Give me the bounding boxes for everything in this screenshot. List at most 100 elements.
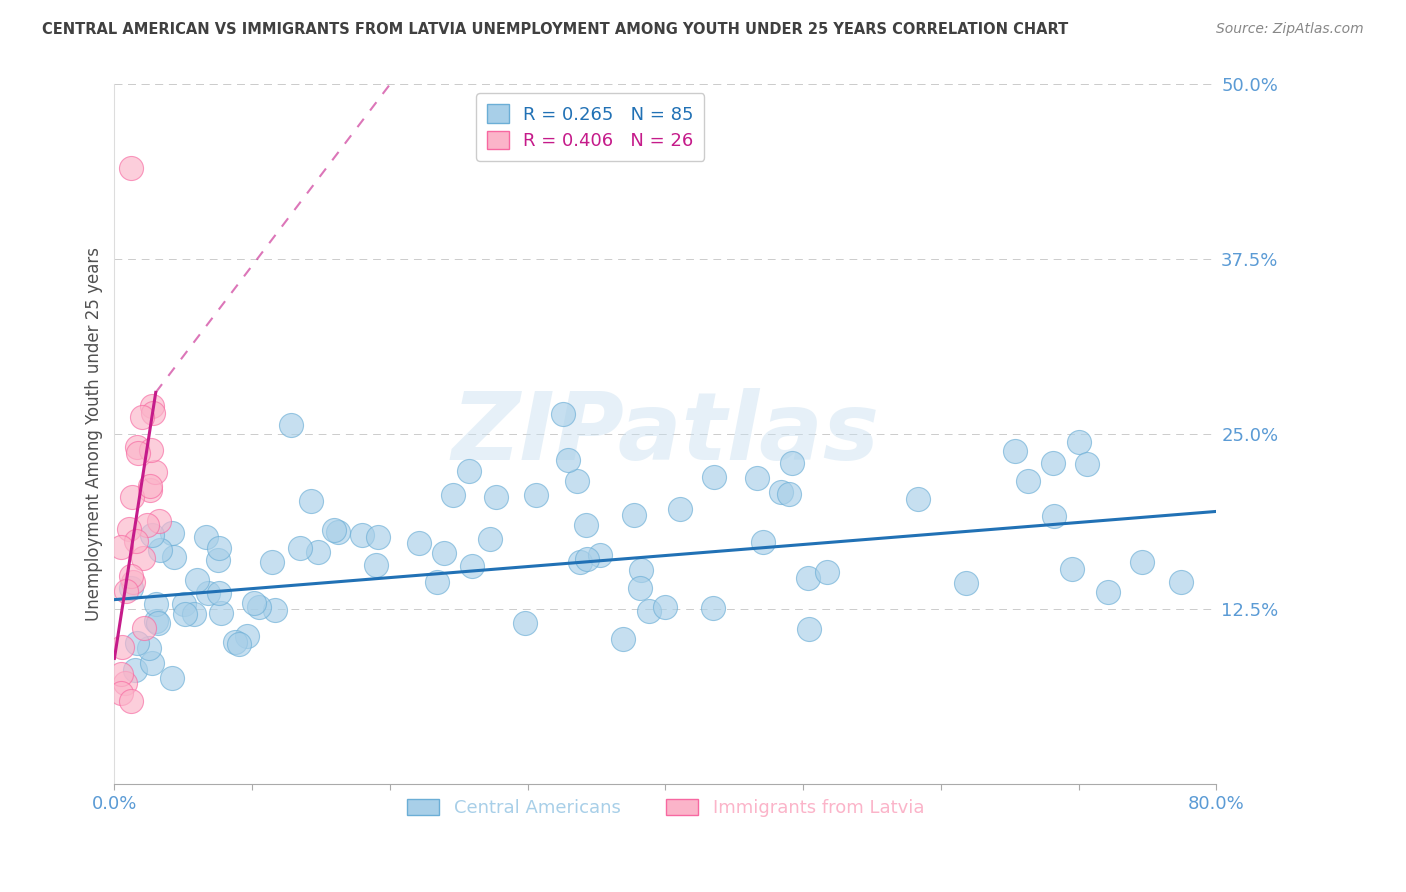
Point [149,543,172,558]
Point [630,563,652,577]
Point [1170,574,1192,589]
Point [654,599,676,614]
Point [243,595,266,609]
Point [120,581,142,595]
Point [249,600,271,615]
Point [141,656,163,670]
Point [280,417,302,432]
Point [138,640,160,655]
Point [485,491,508,505]
Point [131,550,153,565]
Point [782,457,804,471]
Point [118,522,141,536]
Point [224,635,246,649]
Point [110,685,132,699]
Point [328,524,350,539]
Point [322,524,344,538]
Point [174,607,197,621]
Point [589,548,612,562]
Point [638,604,661,618]
Point [207,552,229,566]
Point [569,555,592,569]
Point [122,575,145,590]
Point [1069,435,1091,450]
Point [907,491,929,506]
Point [114,676,136,690]
Point [425,574,447,589]
Point [125,636,148,650]
Point [209,606,232,620]
Point [141,399,163,413]
Point [408,535,430,549]
Point [163,549,186,564]
Text: Source: ZipAtlas.com: Source: ZipAtlas.com [1216,22,1364,37]
Point [120,694,142,708]
Point [1042,456,1064,470]
Point [236,629,259,643]
Point [575,552,598,566]
Point [778,487,800,501]
Point [1043,508,1066,523]
Point [208,586,231,600]
Point [524,488,547,502]
Point [121,490,143,504]
Point [1060,561,1083,575]
Legend: Central Americans, Immigrants from Latvia: Central Americans, Immigrants from Latvi… [399,792,931,824]
Point [262,555,284,569]
Point [290,541,312,556]
Point [145,614,167,628]
Point [135,518,157,533]
Point [553,408,575,422]
Point [139,483,162,497]
Point [350,527,373,541]
Point [183,607,205,622]
Point [120,569,142,583]
Point [111,640,134,654]
Point [1004,444,1026,458]
Point [197,585,219,599]
Point [623,508,645,522]
Point [367,530,389,544]
Point [127,440,149,454]
Point [574,517,596,532]
Point [125,533,148,548]
Point [612,632,634,647]
Point [703,470,725,484]
Point [769,485,792,500]
Point [307,545,329,559]
Point [142,406,165,420]
Point [120,161,142,176]
Point [557,452,579,467]
Point [110,667,132,681]
Point [1017,475,1039,489]
Point [162,671,184,685]
Point [131,409,153,424]
Point [162,526,184,541]
Point [1076,458,1098,472]
Point [173,597,195,611]
Point [955,576,977,591]
Point [134,621,156,635]
Point [702,600,724,615]
Point [441,488,464,502]
Point [148,615,170,630]
Point [1097,585,1119,599]
Point [127,445,149,459]
Point [141,528,163,542]
Point [145,465,167,479]
Point [515,616,537,631]
Point [478,532,501,546]
Point [186,573,208,587]
Point [797,622,820,636]
Point [141,442,163,457]
Point [797,571,820,585]
Point [228,637,250,651]
Point [669,502,692,516]
Point [567,474,589,488]
Point [1132,554,1154,568]
Point [264,602,287,616]
Point [148,514,170,528]
Point [815,565,838,579]
Text: CENTRAL AMERICAN VS IMMIGRANTS FROM LATVIA UNEMPLOYMENT AMONG YOUTH UNDER 25 YEA: CENTRAL AMERICAN VS IMMIGRANTS FROM LATV… [42,22,1069,37]
Point [124,663,146,677]
